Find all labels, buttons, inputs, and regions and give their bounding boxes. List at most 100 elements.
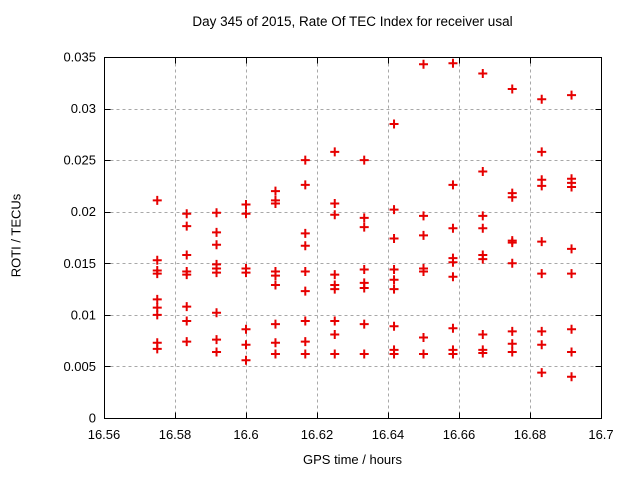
data-point [212,308,222,318]
data-point [537,94,547,104]
data-point [389,264,399,274]
data-point [182,221,192,231]
data-point [270,280,280,290]
data-point [507,347,517,357]
data-point [359,319,369,329]
data-point [152,344,162,354]
data-point [537,368,547,378]
data-point [270,271,280,281]
data-point [419,211,428,221]
data-point [212,227,222,237]
data-point [182,337,192,347]
data-point [270,338,280,348]
data-point [152,255,162,265]
y-tick-label: 0.01 [71,307,96,322]
data-point [478,69,488,79]
data-point [448,180,458,190]
y-tick-label: 0.035 [63,50,96,65]
data-point [241,340,251,350]
data-point [182,302,192,312]
data-point [567,269,577,279]
y-tick-label: 0.02 [71,204,96,219]
data-point [300,286,310,296]
data-point [241,268,251,278]
data-point [567,324,577,334]
y-tick-label: 0 [89,411,96,426]
data-point [300,349,310,359]
data-point [359,264,369,274]
data-point [478,166,488,176]
data-point [537,181,547,191]
x-tick-label: 16.66 [443,427,476,442]
data-point [478,348,488,358]
data-point [270,198,280,208]
data-point [567,347,577,357]
data-point [507,192,517,202]
data-point [448,272,458,282]
data-point [152,269,162,279]
data-point [300,267,310,277]
data-point [330,316,340,326]
x-tick-label: 16.56 [88,427,121,442]
data-point [152,294,162,304]
data-point [359,283,369,293]
data-point [212,347,222,357]
x-tick-label: 16.64 [372,427,405,442]
data-point [152,310,162,320]
data-point [537,237,547,247]
data-point [419,230,428,240]
data-point [300,228,310,238]
data-point [507,339,517,349]
data-point [300,337,310,347]
data-point [389,205,399,215]
data-point [359,213,369,223]
data-point [448,223,458,233]
data-point [270,186,280,196]
data-point [212,208,222,218]
data-point [330,147,340,157]
data-point [419,349,428,359]
x-axis-title: GPS time / hours [303,452,402,467]
data-point [359,155,369,165]
chart-title: Day 345 of 2015, Rate Of TEC Index for r… [192,14,513,29]
data-point [507,238,517,248]
data-point [389,234,399,244]
data-point [359,222,369,232]
data-point [182,270,192,280]
data-point [389,119,399,129]
data-point [537,269,547,279]
x-tick-label: 16.7 [588,427,613,442]
data-point [270,319,280,329]
data-point [300,155,310,165]
data-point [478,254,488,264]
data-point [419,267,428,277]
data-point [389,275,399,285]
data-point [241,324,251,334]
y-axis-title: ROTI / TECUs [8,193,24,278]
plot-frame [104,57,602,419]
data-point [330,349,340,359]
data-point [567,90,577,100]
data-point [537,326,547,336]
data-point [389,321,399,331]
data-point [330,198,340,208]
data-point [330,270,340,280]
data-point [567,182,577,192]
data-point [300,180,310,190]
data-point [567,244,577,254]
data-point [152,195,162,205]
data-point [507,84,517,94]
x-tick-label: 16.68 [514,427,547,442]
data-point [300,316,310,326]
data-point [212,335,222,345]
data-point [182,209,192,219]
data-point [507,258,517,268]
data-point [241,209,251,219]
data-point [300,241,310,251]
data-point [389,349,399,359]
data-point [241,199,251,209]
data-point [182,250,192,260]
x-tick-label: 16.62 [301,427,334,442]
